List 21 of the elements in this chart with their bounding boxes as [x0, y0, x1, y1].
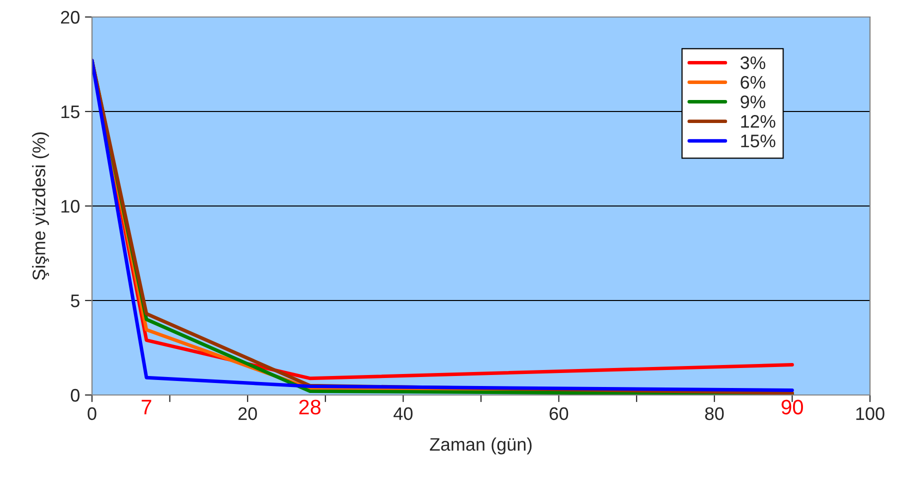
x-tick-label: 100 — [856, 407, 884, 420]
y-axis-title: Şişme yüzdesi (%) — [32, 132, 49, 280]
legend-label: 12% — [741, 115, 776, 128]
legend-label: 6% — [740, 76, 766, 89]
legend-label: 9% — [740, 95, 766, 108]
text: 28 — [299, 400, 321, 414]
y-tick-label: 0 — [70, 388, 80, 402]
y-tick-label: 5 — [70, 294, 80, 308]
x-tick-label: 80 — [705, 407, 724, 420]
x-tick-label: 0 — [88, 407, 96, 420]
x-tick-label: 40 — [394, 407, 413, 420]
legend-label: 15% — [741, 134, 776, 148]
text: 90 — [782, 400, 803, 414]
y-tick-label: 15 — [61, 106, 80, 118]
x-axis-title: Zaman (gün) — [430, 438, 532, 454]
y-tick-label: 10 — [61, 200, 80, 213]
legend-label: 3% — [740, 56, 766, 70]
x-tick-label: 20 — [238, 407, 257, 420]
x-tick-label: 60 — [550, 407, 568, 420]
y-tick-label: 20 — [61, 10, 80, 24]
text: 7 — [142, 400, 152, 414]
